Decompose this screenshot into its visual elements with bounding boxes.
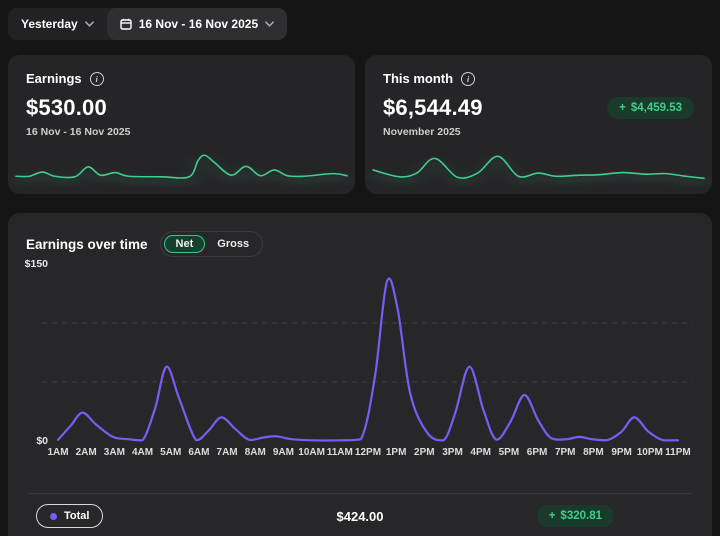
earnings-date-range: 16 Nov - 16 Nov 2025	[26, 126, 131, 138]
date-filter-bar: Yesterday 16 Nov - 16 Nov 2025	[8, 8, 288, 40]
x-axis-label: 7AM	[216, 447, 238, 458]
this-month-sparkline	[373, 150, 704, 192]
x-axis-label: 5PM	[498, 447, 520, 458]
summary-cards-row: Earnings i $530.00 16 Nov - 16 Nov 2025 …	[8, 55, 712, 194]
info-icon[interactable]: i	[461, 71, 476, 86]
x-axis-label: 1AM	[47, 447, 69, 458]
total-delta-amount: $320.81	[560, 510, 602, 522]
plus-icon: +	[619, 102, 626, 114]
x-axis-label: 6PM	[526, 447, 548, 458]
total-value: $424.00	[336, 508, 384, 524]
this-month-sparkline-path	[373, 156, 704, 178]
x-axis-label: 11AM	[326, 447, 353, 458]
calendar-icon	[120, 18, 132, 30]
chevron-down-icon	[265, 21, 275, 27]
x-axis-label: 9AM	[272, 447, 294, 458]
y-axis-label-150: $150	[24, 258, 48, 270]
earnings-sparkline-path	[16, 155, 347, 178]
earnings-sparkline	[16, 150, 347, 192]
chart-title: Earnings over time	[26, 236, 148, 252]
x-axis-label: 4AM	[131, 447, 154, 458]
x-axis-label: 4PM	[470, 447, 491, 458]
this-month-card-title: This month	[383, 71, 454, 86]
toggle-net-option[interactable]: Net	[163, 235, 206, 253]
x-axis-label: 1PM	[385, 447, 407, 458]
chart-canvas	[42, 277, 693, 442]
period-label: Yesterday	[21, 17, 78, 31]
earnings-over-time-card: Earnings over time Net Gross $150 $0 1AM…	[8, 213, 712, 536]
x-axis-label: 3PM	[442, 447, 463, 458]
legend-total-chip[interactable]: Total	[36, 504, 104, 528]
date-range-button[interactable]: 16 Nov - 16 Nov 2025	[106, 8, 288, 40]
chevron-down-icon	[84, 21, 94, 27]
period-select-button[interactable]: Yesterday	[8, 8, 107, 40]
x-axis-label: 10PM	[636, 447, 663, 458]
x-axis: 1AM 2AM 3AM 4AM 5AM 6AM 7AM 8AM 9AM 10AM 11AM 12PM 1…	[24, 447, 696, 461]
date-range-label: 16 Nov - 16 Nov 2025	[138, 17, 259, 31]
this-month-delta-badge: + $4,459.53	[607, 97, 694, 119]
net-gross-toggle: Net Gross	[159, 231, 264, 257]
series-total-line	[56, 277, 680, 442]
x-axis-label: 7PM	[554, 447, 576, 458]
this-month-subtitle: November 2025	[383, 126, 461, 138]
this-month-value: $6,544.49	[383, 95, 483, 120]
this-month-delta-amount: $4,459.53	[630, 102, 682, 114]
earnings-value: $530.00	[26, 95, 107, 120]
line-chart: $150 $0	[24, 257, 696, 447]
x-axis-label: 2PM	[414, 447, 435, 458]
legend-dot-icon	[50, 512, 57, 520]
earnings-card-title: Earnings	[26, 71, 82, 86]
y-axis-label-0: $0	[36, 435, 48, 447]
x-axis-label: 2AM	[75, 447, 97, 458]
plus-icon: +	[548, 510, 556, 522]
total-delta-badge: + $320.81	[536, 505, 614, 527]
x-axis-label: 9PM	[611, 447, 632, 458]
x-axis-label: 11PM	[665, 447, 691, 458]
x-axis-label: 3AM	[103, 447, 125, 458]
x-axis-label: 5AM	[160, 447, 182, 458]
x-axis-label: 12PM	[354, 447, 382, 458]
chart-footer: Total $424.00 + $320.81	[28, 493, 692, 536]
info-icon[interactable]: i	[89, 71, 104, 86]
earnings-card: Earnings i $530.00 16 Nov - 16 Nov 2025	[8, 55, 355, 194]
x-axis-label: 8AM	[244, 447, 266, 458]
toggle-gross-option[interactable]: Gross	[217, 238, 250, 250]
x-axis-label: 6AM	[188, 447, 210, 458]
legend-label: Total	[64, 510, 90, 522]
x-axis-label: 8PM	[583, 447, 604, 458]
this-month-card: This month i $6,544.49 + $4,459.53 Novem…	[365, 55, 712, 194]
x-axis-label: 10AM	[298, 447, 325, 458]
